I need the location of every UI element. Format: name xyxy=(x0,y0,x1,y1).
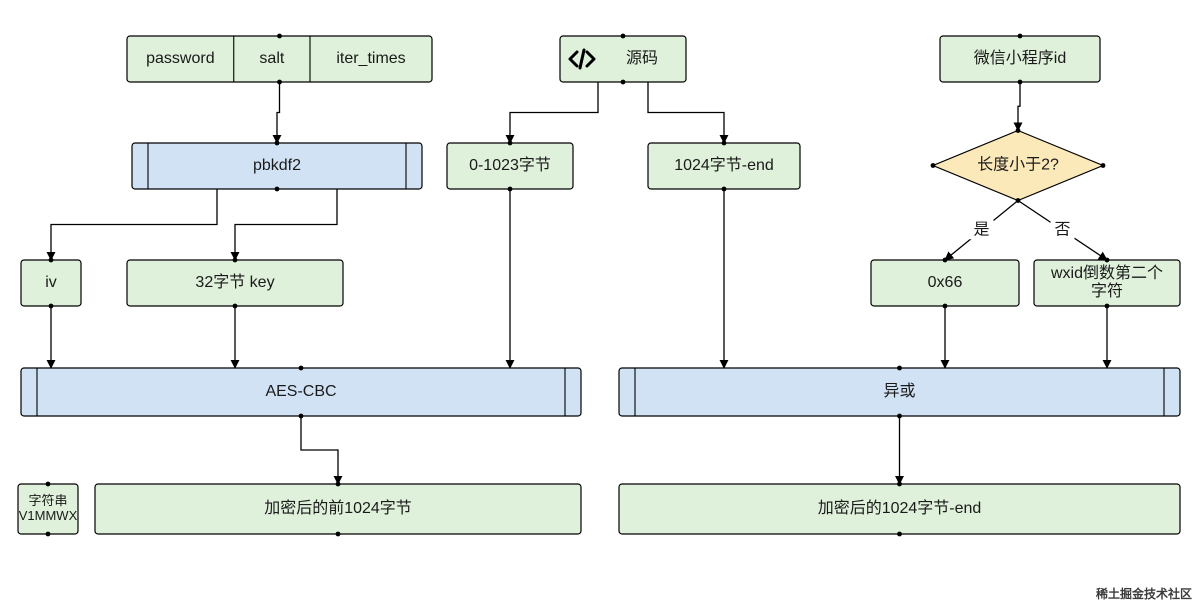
node-src-label: 源码 xyxy=(626,49,658,67)
node-pbkdf2: pbkdf2 xyxy=(132,143,422,189)
edge-label: 否 xyxy=(1054,221,1070,238)
node-key32: 32字节 key xyxy=(127,260,343,306)
node-bytesN: 1024字节-end xyxy=(648,143,800,189)
watermark: 稀土掘金技术社区 xyxy=(1096,586,1192,601)
node-v1-line-1: V1MMWX xyxy=(19,508,78,523)
node-aes: AES-CBC xyxy=(21,368,581,416)
node-encRest-label: 加密后的1024字节-end xyxy=(818,499,982,517)
node-aes-label: AES-CBC xyxy=(265,383,336,400)
node-wxid-label: 微信小程序id xyxy=(974,49,1066,67)
node-v1: 字符串V1MMWX xyxy=(18,484,78,534)
node-hex66-label: 0x66 xyxy=(928,274,963,291)
node-inputs-cell-0: password xyxy=(146,50,214,67)
node-hex66: 0x66 xyxy=(871,260,1019,306)
node-v1-line-0: 字符串 xyxy=(28,493,67,508)
node-wxidCh-line-1: 字符 xyxy=(1091,282,1123,300)
node-iv-label: iv xyxy=(45,274,57,291)
node-lenQ-label: 长度小于2? xyxy=(977,156,1059,174)
node-bytes0-label: 0-1023字节 xyxy=(469,156,551,174)
node-encRest: 加密后的1024字节-end xyxy=(619,484,1180,534)
node-src: 源码 xyxy=(560,36,686,82)
node-wxidCh-line-0: wxid倒数第二个 xyxy=(1050,264,1163,282)
edge-label: 是 xyxy=(973,221,989,238)
node-pbkdf2-label: pbkdf2 xyxy=(253,157,301,174)
node-xor: 异或 xyxy=(619,368,1180,416)
node-key32-label: 32字节 key xyxy=(195,273,274,291)
node-iv: iv xyxy=(21,260,81,306)
node-enc1024-label: 加密后的前1024字节 xyxy=(264,499,412,517)
node-xor-label: 异或 xyxy=(883,382,915,400)
node-inputs: password salt iter_times xyxy=(127,36,432,82)
node-lenQ: 长度小于2? xyxy=(933,131,1103,201)
node-bytes0: 0-1023字节 xyxy=(447,143,573,189)
node-enc1024: 加密后的前1024字节 xyxy=(95,484,581,534)
node-bytesN-label: 1024字节-end xyxy=(674,156,774,174)
node-wxidCh: wxid倒数第二个字符 xyxy=(1034,260,1180,306)
node-inputs-cell-2: iter_times xyxy=(336,50,405,67)
node-wxid: 微信小程序id xyxy=(940,36,1100,82)
node-inputs-cell-1: salt xyxy=(259,50,284,67)
